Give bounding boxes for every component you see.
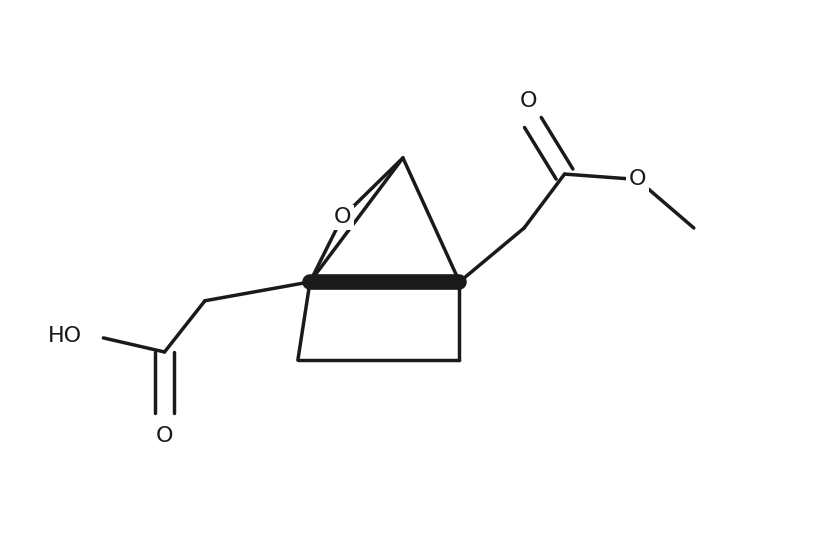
Text: O: O [156, 426, 173, 446]
Text: O: O [520, 91, 537, 111]
Text: HO: HO [48, 326, 82, 346]
Text: O: O [334, 207, 351, 227]
Text: O: O [629, 169, 646, 190]
